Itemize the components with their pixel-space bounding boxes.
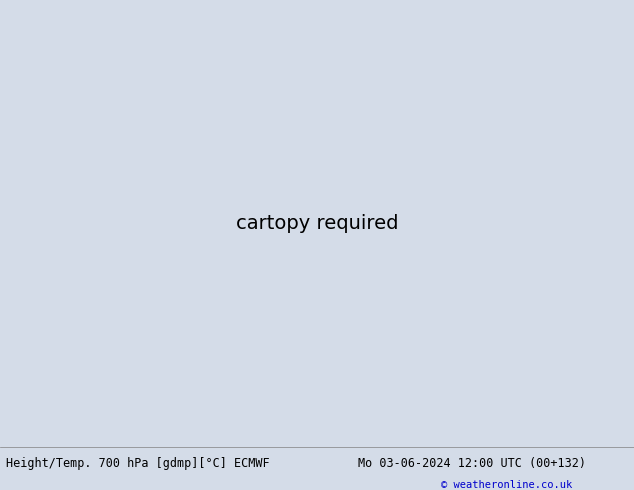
Text: © weatheronline.co.uk: © weatheronline.co.uk (441, 480, 572, 490)
Text: cartopy required: cartopy required (236, 214, 398, 233)
Text: Mo 03-06-2024 12:00 UTC (00+132): Mo 03-06-2024 12:00 UTC (00+132) (358, 457, 586, 470)
Text: Height/Temp. 700 hPa [gdmp][°C] ECMWF: Height/Temp. 700 hPa [gdmp][°C] ECMWF (6, 457, 270, 470)
